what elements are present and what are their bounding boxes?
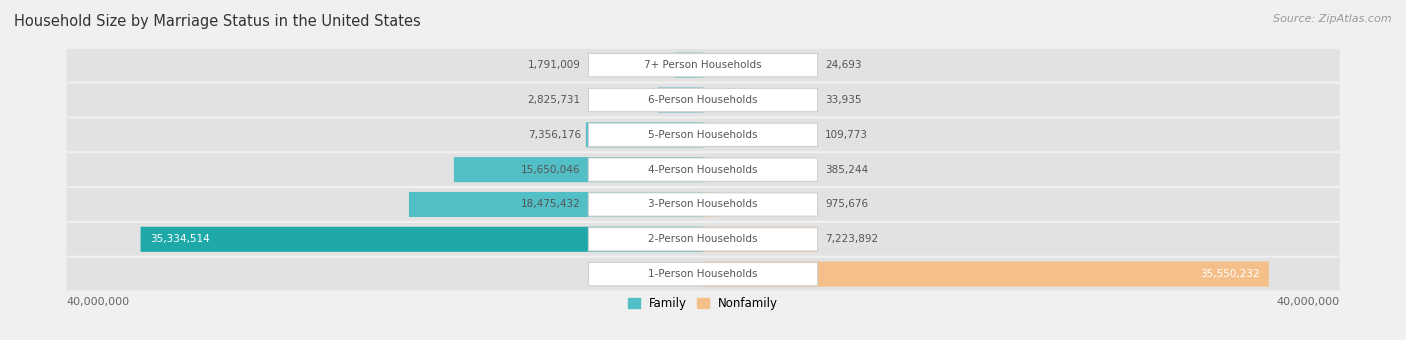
- Text: 18,475,432: 18,475,432: [522, 200, 581, 209]
- FancyBboxPatch shape: [66, 119, 1340, 151]
- FancyBboxPatch shape: [588, 262, 818, 286]
- Text: 40,000,000: 40,000,000: [66, 297, 129, 307]
- FancyBboxPatch shape: [66, 49, 1340, 82]
- Text: 7,356,176: 7,356,176: [527, 130, 581, 140]
- FancyBboxPatch shape: [141, 227, 703, 252]
- FancyBboxPatch shape: [588, 228, 818, 251]
- Text: 40,000,000: 40,000,000: [1277, 297, 1340, 307]
- FancyBboxPatch shape: [703, 227, 818, 252]
- FancyBboxPatch shape: [66, 258, 1340, 290]
- FancyBboxPatch shape: [703, 192, 718, 217]
- Text: 7+ Person Households: 7+ Person Households: [644, 60, 762, 70]
- Text: 24,693: 24,693: [825, 60, 862, 70]
- FancyBboxPatch shape: [586, 122, 703, 147]
- FancyBboxPatch shape: [409, 192, 703, 217]
- FancyBboxPatch shape: [588, 88, 818, 112]
- Text: Source: ZipAtlas.com: Source: ZipAtlas.com: [1274, 14, 1392, 23]
- Text: 1-Person Households: 1-Person Households: [648, 269, 758, 279]
- FancyBboxPatch shape: [454, 157, 703, 182]
- Text: 6-Person Households: 6-Person Households: [648, 95, 758, 105]
- FancyBboxPatch shape: [703, 122, 704, 147]
- Text: 385,244: 385,244: [825, 165, 869, 175]
- FancyBboxPatch shape: [703, 157, 709, 182]
- Text: 2-Person Households: 2-Person Households: [648, 234, 758, 244]
- FancyBboxPatch shape: [675, 53, 703, 78]
- Text: 1,791,009: 1,791,009: [527, 60, 581, 70]
- Text: 3-Person Households: 3-Person Households: [648, 200, 758, 209]
- Text: 15,650,046: 15,650,046: [522, 165, 581, 175]
- Text: 5-Person Households: 5-Person Households: [648, 130, 758, 140]
- FancyBboxPatch shape: [658, 87, 703, 113]
- Text: 109,773: 109,773: [825, 130, 869, 140]
- FancyBboxPatch shape: [588, 193, 818, 216]
- Text: 975,676: 975,676: [825, 200, 869, 209]
- FancyBboxPatch shape: [588, 53, 818, 77]
- Text: 4-Person Households: 4-Person Households: [648, 165, 758, 175]
- Text: 35,334,514: 35,334,514: [150, 234, 209, 244]
- Text: 33,935: 33,935: [825, 95, 862, 105]
- Text: 2,825,731: 2,825,731: [527, 95, 581, 105]
- FancyBboxPatch shape: [66, 223, 1340, 256]
- Text: Household Size by Marriage Status in the United States: Household Size by Marriage Status in the…: [14, 14, 420, 29]
- FancyBboxPatch shape: [66, 153, 1340, 186]
- FancyBboxPatch shape: [703, 261, 1268, 287]
- FancyBboxPatch shape: [66, 84, 1340, 116]
- Legend: Family, Nonfamily: Family, Nonfamily: [624, 294, 782, 314]
- Text: 35,550,232: 35,550,232: [1199, 269, 1260, 279]
- FancyBboxPatch shape: [66, 188, 1340, 221]
- FancyBboxPatch shape: [588, 158, 818, 181]
- FancyBboxPatch shape: [588, 123, 818, 147]
- Text: 7,223,892: 7,223,892: [825, 234, 879, 244]
